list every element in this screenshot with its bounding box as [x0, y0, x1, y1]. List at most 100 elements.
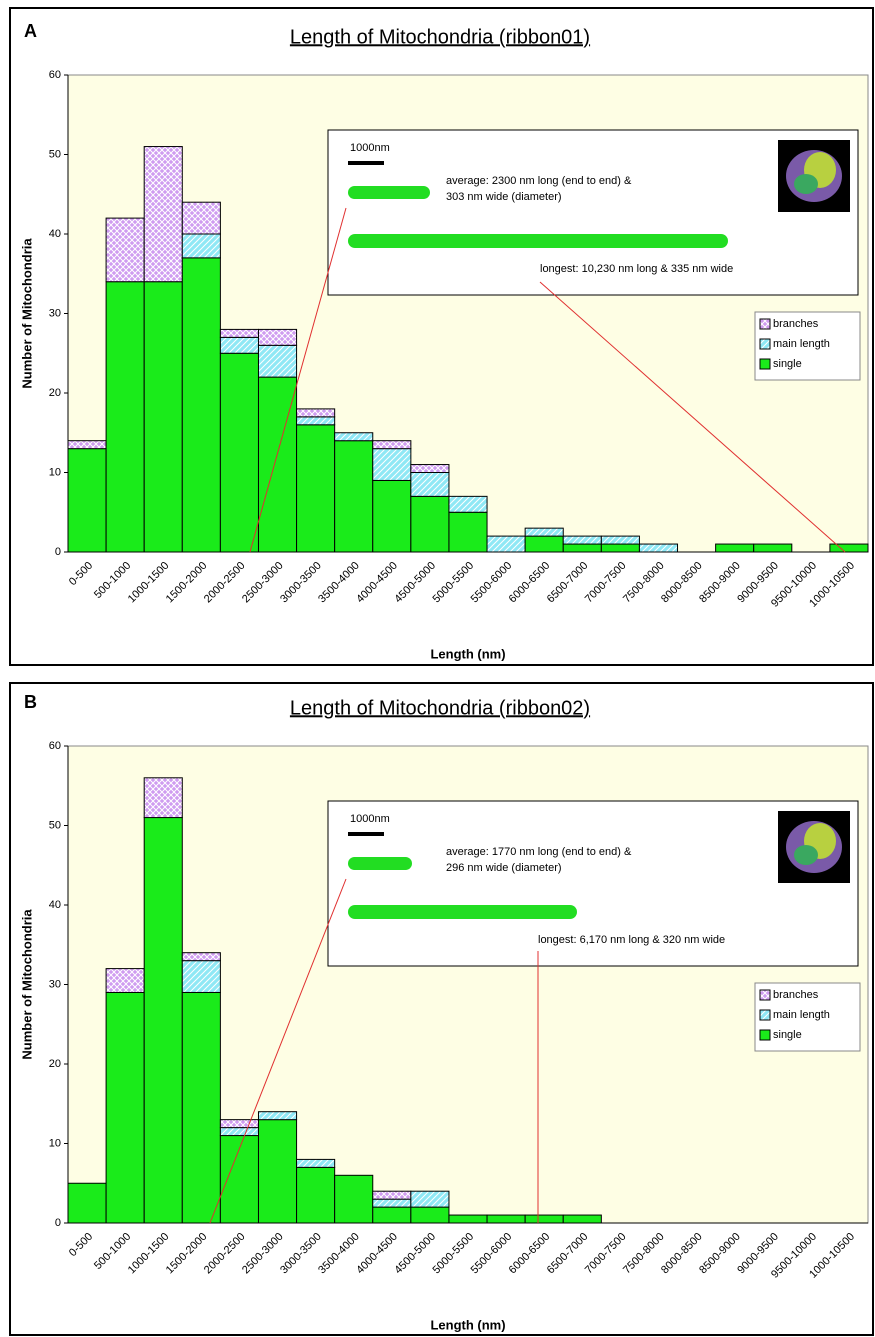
x-axis-label: Length (nm) — [430, 1317, 505, 1332]
bar-segment — [830, 544, 868, 552]
bar-segment — [106, 969, 144, 993]
legend-label: single — [773, 358, 802, 370]
bar-segment — [220, 1128, 258, 1136]
chart-title: Length of Mitochondria (ribbon01) — [290, 26, 590, 48]
bar-segment — [449, 512, 487, 552]
average-text: 303 nm wide (diameter) — [446, 191, 562, 203]
bar-segment — [449, 1215, 487, 1223]
bar-segment — [297, 425, 335, 552]
bar-segment — [373, 480, 411, 552]
bar-segment — [297, 1159, 335, 1167]
bar-segment — [601, 536, 639, 544]
bar-segment — [525, 1215, 563, 1223]
bar-segment — [258, 345, 296, 377]
bar-segment — [297, 1167, 335, 1223]
bar-segment — [335, 441, 373, 552]
bar-segment — [563, 536, 601, 544]
longest-shape — [348, 905, 577, 919]
longest-text: longest: 10,230 nm long & 335 nm wide — [540, 263, 733, 275]
bar-segment — [563, 1215, 601, 1223]
bar-segment — [601, 544, 639, 552]
bar-segment — [182, 202, 220, 234]
y-tick-label: 10 — [49, 1137, 61, 1149]
bar-segment — [220, 353, 258, 552]
longest-shape — [348, 234, 728, 248]
thumbnail-cell — [794, 174, 818, 194]
average-shape — [348, 857, 412, 870]
bar-segment — [449, 496, 487, 512]
bar-segment — [220, 1120, 258, 1128]
legend-label: main length — [773, 1009, 830, 1021]
bar-segment — [335, 433, 373, 441]
bar-segment — [182, 258, 220, 552]
bar-segment — [182, 992, 220, 1223]
bar-segment — [297, 409, 335, 417]
bar-segment — [144, 147, 182, 282]
thumbnail-cell — [794, 845, 818, 865]
average-text: average: 2300 nm long (end to end) & — [446, 175, 632, 187]
bar-segment — [373, 1199, 411, 1207]
bar-segment — [220, 337, 258, 353]
y-tick-label: 40 — [49, 228, 61, 240]
y-tick-label: 50 — [49, 148, 61, 160]
bar-segment — [182, 953, 220, 961]
bar-segment — [639, 544, 677, 552]
panel-label: B — [24, 692, 37, 712]
bar-segment — [525, 536, 563, 552]
legend-swatch — [760, 359, 770, 369]
bar-segment — [335, 1175, 373, 1223]
bar-segment — [68, 1183, 106, 1223]
bar-segment — [297, 417, 335, 425]
legend-label: main length — [773, 338, 830, 350]
bar-segment — [563, 544, 601, 552]
panel-label: A — [24, 21, 37, 41]
legend-label: single — [773, 1029, 802, 1041]
bar-segment — [258, 377, 296, 552]
bar-segment — [411, 1191, 449, 1207]
bar-segment — [68, 441, 106, 449]
legend-swatch — [760, 1010, 770, 1020]
bar-segment — [754, 544, 792, 552]
bar-segment — [373, 1207, 411, 1223]
average-shape — [348, 186, 430, 199]
legend-label: branches — [773, 318, 819, 330]
bar-segment — [182, 961, 220, 993]
y-axis-label: Number of Mitochondria — [19, 909, 34, 1060]
bar-segment — [144, 818, 182, 1223]
legend-swatch — [760, 319, 770, 329]
legend-swatch — [760, 339, 770, 349]
bar-segment — [258, 1120, 296, 1223]
y-axis-label: Number of Mitochondria — [19, 238, 34, 389]
bar-segment — [258, 1112, 296, 1120]
bar-segment — [220, 329, 258, 337]
longest-text: longest: 6,170 nm long & 320 nm wide — [538, 934, 725, 946]
bar-segment — [144, 282, 182, 552]
x-axis-label: Length (nm) — [430, 646, 505, 661]
figure: A Length of Mitochondria (ribbon01) 0 10 20 3… — [0, 0, 875, 1337]
y-tick-label: 0 — [55, 1217, 61, 1229]
legend-swatch — [760, 1030, 770, 1040]
bar-segment — [716, 544, 754, 552]
y-tick-label: 10 — [49, 466, 61, 478]
bar-segment — [487, 536, 525, 552]
legend-label: branches — [773, 989, 819, 1001]
average-text: average: 1770 nm long (end to end) & — [446, 846, 632, 858]
y-tick-label: 30 — [49, 307, 61, 319]
bar-segment — [411, 473, 449, 497]
bar-segment — [411, 465, 449, 473]
y-tick-label: 0 — [55, 546, 61, 558]
legend-swatch — [760, 990, 770, 1000]
average-text: 296 nm wide (diameter) — [446, 862, 562, 874]
y-tick-label: 20 — [49, 1058, 61, 1070]
bar-segment — [525, 528, 563, 536]
y-tick-label: 20 — [49, 387, 61, 399]
bar-segment — [106, 282, 144, 552]
bar-segment — [106, 218, 144, 282]
y-tick-label: 30 — [49, 978, 61, 990]
chart-title: Length of Mitochondria (ribbon02) — [290, 697, 590, 719]
scale-label: 1000nm — [350, 813, 390, 825]
y-tick-label: 40 — [49, 899, 61, 911]
bar-segment — [68, 449, 106, 552]
y-tick-label: 60 — [49, 69, 61, 81]
bar-segment — [144, 778, 182, 818]
